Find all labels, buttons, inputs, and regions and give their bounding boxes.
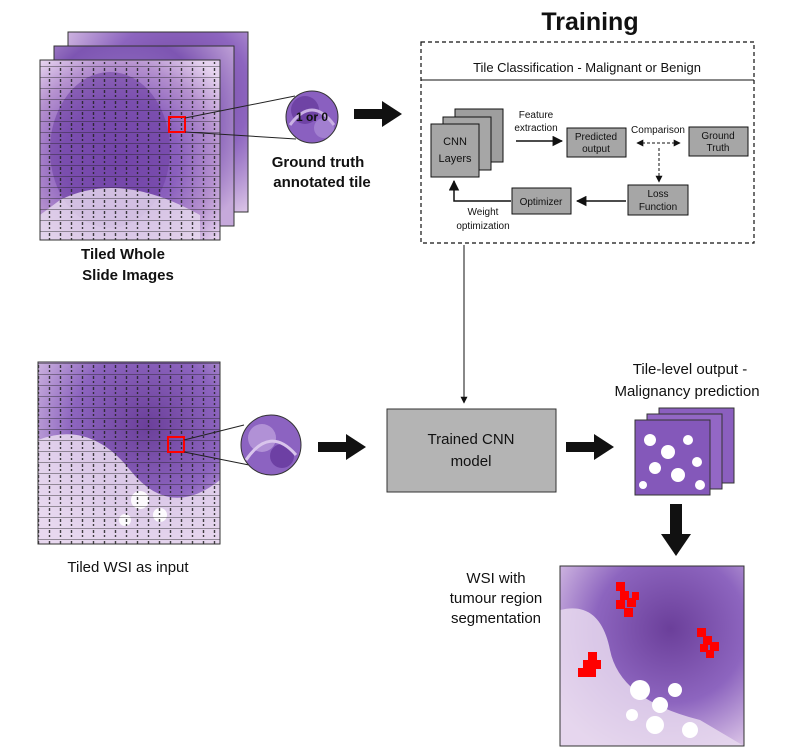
ground-truth-label-1: Ground [701,131,734,142]
feature-extraction-label-2: extraction [514,123,557,134]
input-tile-zoom [240,414,302,476]
ground-truth-label-2: Truth [707,143,730,154]
predicted-output-label-2: output [582,144,610,155]
trained-model-label-1: Trained CNN [428,431,515,448]
trained-model-label-2: model [451,453,492,470]
training-title: Training [541,8,638,36]
optimizer-label: Optimizer [520,197,563,208]
segmentation-caption-1: WSI with [466,570,525,587]
predicted-output-label-1: Predicted [575,132,617,143]
training-heading: Tile Classification - Malignant or Benig… [473,60,701,75]
trained-model-box [386,408,557,493]
tile-output-caption-2: Malignancy prediction [614,383,759,400]
loss-function-label-2: Function [639,202,677,213]
input-selected-tile-marker [167,436,185,453]
comparison-label: Comparison [631,125,685,136]
tiled-wsi-stack [39,31,249,241]
training-box [420,41,755,244]
input-caption: Tiled WSI as input [67,559,189,576]
cnn-layers-label-1: CNN [443,136,467,148]
feature-extraction-label-1: Feature [519,110,554,121]
tile-output-caption-1: Tile-level output - [633,361,748,378]
ground-truth-caption-1: Ground truth [272,154,364,171]
predicted-output-box [566,127,627,158]
arrow-to-segmentation [661,504,691,556]
cnn-layers-block [430,108,504,178]
selected-tile-marker [168,116,186,133]
segmentation-caption-3: segmentation [451,610,541,627]
output-tile-stack [634,407,735,496]
tile-badge: 1 or 0 [296,110,328,124]
loss-function-box [627,184,689,216]
weight-optimization-label-1: Weight [468,207,499,218]
arrow-to-output [566,434,614,460]
zoom-lines-bottom [183,424,250,466]
tiled-wsi-caption-1: Tiled Whole [81,246,165,263]
ground-truth-box [688,126,749,157]
tumour-region [578,582,719,677]
input-wsi [37,361,221,545]
loss-function-label-1: Loss [647,189,668,200]
weight-optimization-arrow [448,179,511,202]
ground-truth-tile [285,90,339,144]
optimizer-box [511,187,572,215]
tiled-wsi-caption-2: Slide Images [82,267,174,284]
segmentation-caption-2: tumour region [450,590,543,607]
segmentation-wsi [559,565,745,747]
cnn-layers-label-2: Layers [438,153,472,165]
arrow-to-model [318,434,366,460]
zoom-lines-top [184,95,297,140]
weight-optimization-label-2: optimization [456,221,509,232]
arrow-to-training [354,101,402,127]
ground-truth-caption-2: annotated tile [273,174,371,191]
